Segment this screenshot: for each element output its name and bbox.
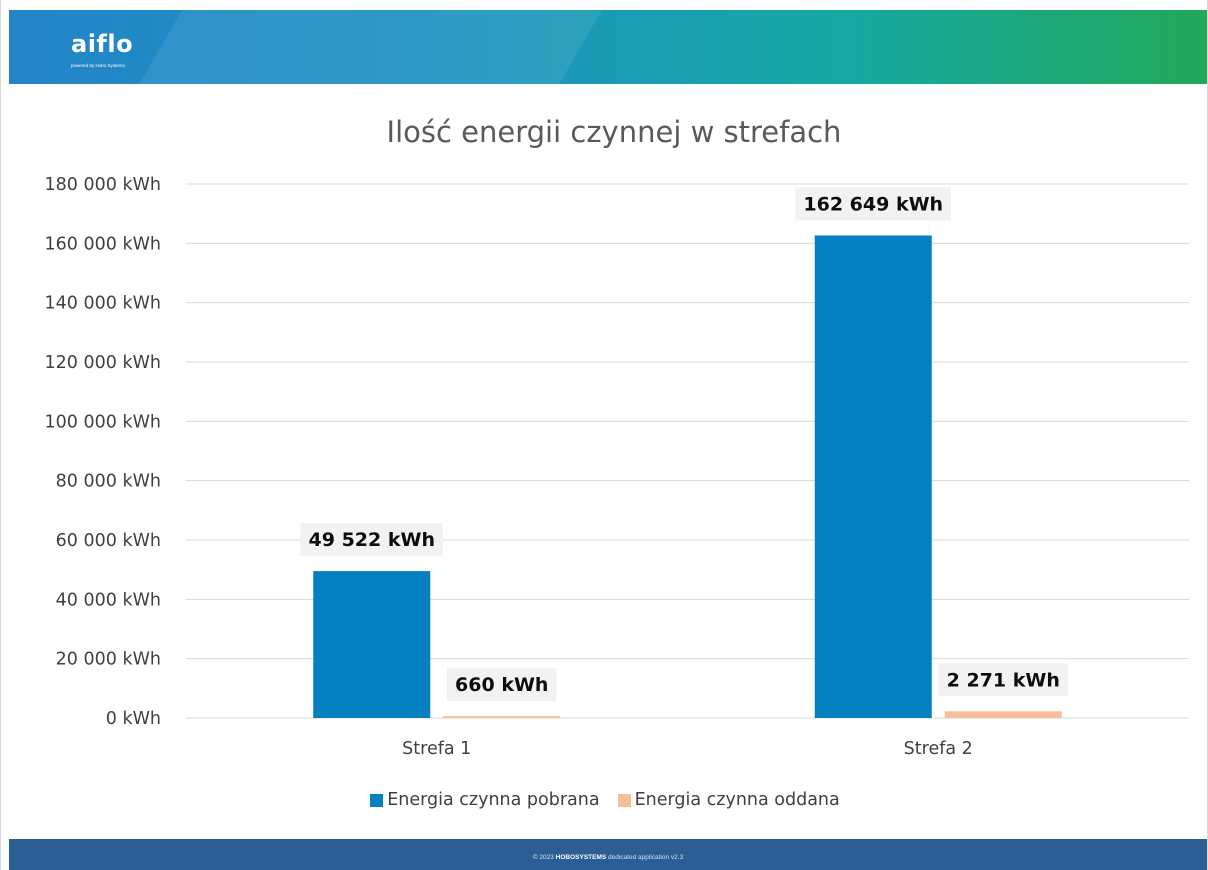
bars	[313, 235, 1062, 718]
bar	[814, 235, 932, 718]
footer-bar: © 2023 HOBOSYSTEMS dedicated application…	[9, 839, 1207, 870]
x-axis-ticks: Strefa 1 Strefa 2	[402, 739, 973, 759]
aiflo-logo: aiflo	[71, 30, 134, 58]
y-tick-label: 120 000 kWh	[45, 353, 161, 373]
x-tick-label: Strefa 1	[402, 739, 471, 759]
energy-bar-chart: Ilość energii czynnej w strefach 0 kWh 20…	[45, 115, 1189, 759]
data-label-background	[447, 668, 557, 702]
header-banner: aiflo powered by Hobo Systems	[9, 10, 1207, 84]
footer-prefix: © 2023	[532, 854, 554, 861]
legend-label-oddana: Energia czynna oddana	[634, 790, 840, 810]
data-label: 2 271 kWh	[947, 669, 1060, 691]
chart-title: Ilość energii czynnej w strefach	[387, 115, 842, 149]
chart-legend: Energia czynna pobrana Energia czynna od…	[1, 790, 1208, 810]
y-tick-label: 40 000 kWh	[56, 590, 161, 610]
y-tick-label: 140 000 kWh	[45, 294, 161, 314]
y-tick-label: 60 000 kWh	[56, 531, 161, 551]
y-axis-ticks: 0 kWh 20 000 kWh 40 000 kWh 60 000 kWh 80 00…	[45, 175, 161, 729]
y-tick-label: 20 000 kWh	[56, 650, 161, 670]
y-tick-label: 100 000 kWh	[45, 412, 161, 432]
data-labels: 49 522 kWh 660 kWh 162 649 kWh 2 271 kWh	[300, 187, 1068, 702]
legend-swatch-oddana	[617, 793, 631, 807]
y-tick-label: 0 kWh	[106, 709, 161, 729]
y-tick-label: 80 000 kWh	[56, 472, 161, 492]
bar	[443, 716, 561, 718]
bar	[944, 711, 1062, 718]
y-tick-label: 180 000 kWh	[45, 175, 161, 195]
data-label: 162 649 kWh	[803, 193, 943, 215]
data-label-background	[795, 187, 952, 221]
legend-swatch-pobrana	[370, 793, 384, 807]
legend-item-oddana: Energia czynna oddana	[617, 790, 840, 810]
data-label: 660 kWh	[455, 674, 548, 696]
data-label-background	[938, 663, 1068, 697]
y-tick-label: 160 000 kWh	[45, 234, 161, 254]
data-label: 49 522 kWh	[309, 529, 435, 551]
bar	[313, 571, 431, 718]
footer-brand: HOBOSYSTEMS	[555, 854, 607, 861]
legend-label-pobrana: Energia czynna pobrana	[387, 790, 600, 810]
footer-suffix: dedicated application v2.3	[608, 854, 684, 861]
data-label-background	[300, 523, 443, 557]
logo-subtitle: powered by Hobo Systems	[71, 63, 125, 68]
legend-item-pobrana: Energia czynna pobrana	[370, 790, 600, 810]
x-tick-label: Strefa 2	[904, 739, 973, 759]
